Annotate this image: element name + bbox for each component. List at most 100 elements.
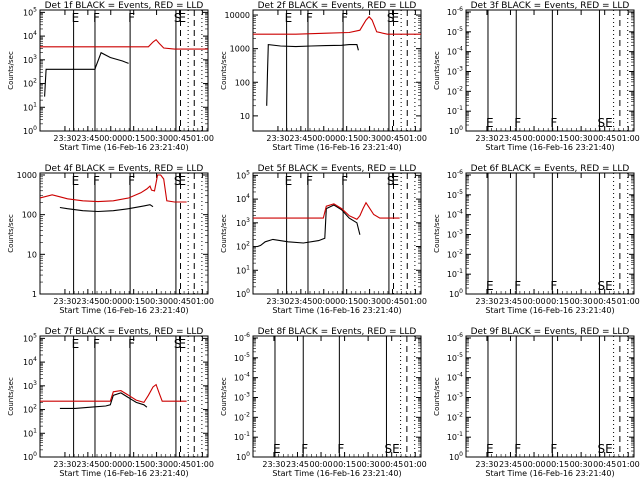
x-tick-label: 00:45 (380, 460, 403, 469)
lld-series-line (40, 174, 187, 203)
y-tick-label: 102 (236, 241, 250, 252)
plot-frame (39, 9, 209, 132)
y-tick-label: 10-1 (447, 431, 463, 442)
marker-label: F (93, 174, 100, 188)
detector-panel: Det 4f BLACK = Events, RED = LLD 1 10 100 10… (7, 164, 214, 315)
plot-frame (39, 172, 209, 295)
x-tick-label: 23:45 (286, 460, 309, 469)
x-tick-label: 00:45 (168, 297, 191, 306)
marker-label: E (285, 11, 293, 25)
x-tick-label: 01:00 (617, 297, 640, 306)
y-tick-label: 10-3 (447, 228, 463, 239)
marker-label: F (341, 11, 348, 25)
y-tick-label: 103 (236, 217, 250, 228)
marker-label: F (93, 337, 100, 351)
x-tick-label: 00:30 (145, 297, 168, 306)
marker-label: E (486, 279, 494, 293)
x-tick-label: 00:30 (145, 134, 168, 143)
marker-label: SE (597, 442, 612, 456)
marker-label: S (174, 337, 182, 351)
marker-label: S (174, 11, 182, 25)
detector-panel: Det 1f BLACK = Events, RED = LLD 100 101 10… (7, 1, 214, 152)
x-tick-label: 01:00 (617, 460, 640, 469)
x-tick-label: 23:45 (289, 297, 312, 306)
x-tick-label: 23:45 (76, 460, 99, 469)
x-tick-label: 00:00 (523, 297, 546, 306)
marker-label: F (514, 442, 521, 456)
y-tick-label: 10-1 (447, 105, 463, 116)
y-tick-label: 102 (23, 404, 37, 415)
y-tick-label: 104 (236, 193, 250, 204)
x-tick-label: 00:45 (593, 460, 616, 469)
y-tick-label: 10-4 (447, 46, 463, 57)
y-tick-label: 10-2 (447, 85, 463, 96)
plot-frame (252, 9, 422, 132)
y-tick-label: 10-3 (447, 391, 463, 402)
x-tick-label: 00:00 (523, 460, 546, 469)
marker-label: F (301, 442, 308, 456)
y-tick-label: 10-3 (447, 65, 463, 76)
marker-label: E (179, 174, 187, 188)
x-tick-label: 00:00 (312, 297, 335, 306)
y-tick-label: 100 (449, 451, 463, 462)
marker-label: E (273, 442, 281, 456)
marker-label: F (306, 174, 313, 188)
y-tick-label: 100 (235, 78, 250, 87)
plot-frame (252, 172, 422, 295)
x-tick-label: 00:15 (546, 297, 569, 306)
x-tick-label: 23:45 (499, 297, 522, 306)
y-tick-label: 10-1 (234, 431, 250, 442)
y-tick-label: 10-5 (447, 26, 463, 37)
marker-label: E (285, 174, 293, 188)
x-tick-label: 23:45 (76, 134, 99, 143)
x-tick-label: 00:15 (122, 134, 145, 143)
y-tick-label: 10-4 (447, 209, 463, 220)
x-axis-label: Start Time (16-Feb-16 23:21:40) (59, 469, 188, 478)
x-tick-label: 01:00 (191, 460, 214, 469)
y-tick-label: 10-4 (447, 372, 463, 383)
y-tick-label: 10-5 (447, 189, 463, 200)
x-tick-label: 00:30 (570, 134, 593, 143)
y-axis-label: Counts/sec (7, 51, 15, 90)
events-series-line (59, 392, 148, 409)
marker-label: E (486, 442, 494, 456)
x-axis-label: Start Time (16-Feb-16 23:21:40) (485, 143, 614, 152)
marker-label: E (392, 11, 400, 25)
y-tick-label: 1 (32, 290, 37, 299)
x-tick-label: 00:15 (335, 134, 358, 143)
y-tick-label: 1000 (230, 45, 250, 54)
y-axis-label: Counts/sec (220, 377, 228, 416)
marker-label: S (174, 174, 182, 188)
x-tick-label: 23:30 (475, 460, 498, 469)
marker-label: F (514, 279, 521, 293)
lld-series-line (253, 201, 400, 220)
x-tick-label: 23:45 (289, 134, 312, 143)
y-tick-label: 100 (449, 125, 463, 136)
x-tick-label: 01:00 (404, 297, 427, 306)
y-tick-label: 105 (236, 169, 250, 180)
panel-title: Det 3f BLACK = Events, RED = LLD (471, 1, 630, 11)
plot-frame (465, 335, 635, 458)
x-axis-label: Start Time (16-Feb-16 23:21:40) (59, 143, 188, 152)
panel-title: Det 1f BLACK = Events, RED = LLD (45, 1, 204, 11)
marker-label: E (179, 11, 187, 25)
events-series-line (59, 204, 154, 213)
y-axis-label: Counts/sec (433, 51, 441, 90)
y-tick-label: 100 (236, 288, 250, 299)
y-tick-label: 10 (27, 250, 37, 259)
x-tick-label: 00:45 (381, 297, 404, 306)
detector-panel: Det 7f BLACK = Events, RED = LLD 100 101 10… (7, 327, 214, 478)
x-tick-label: 00:15 (546, 134, 569, 143)
y-axis-label: Counts/sec (7, 377, 15, 416)
marker-label: F (306, 11, 313, 25)
x-axis-label: Start Time (16-Feb-16 23:21:40) (485, 469, 614, 478)
x-tick-label: 00:15 (333, 460, 356, 469)
panel-title: Det 6f BLACK = Events, RED = LLD (471, 164, 630, 174)
x-tick-label: 00:45 (381, 134, 404, 143)
panel-title: Det 7f BLACK = Events, RED = LLD (45, 327, 204, 337)
x-tick-label: 23:30 (475, 134, 498, 143)
marker-label: F (550, 279, 557, 293)
y-tick-label: 100 (449, 288, 463, 299)
detector-panel: Det 5f BLACK = Events, RED = LLD 100 101 10… (220, 164, 427, 315)
